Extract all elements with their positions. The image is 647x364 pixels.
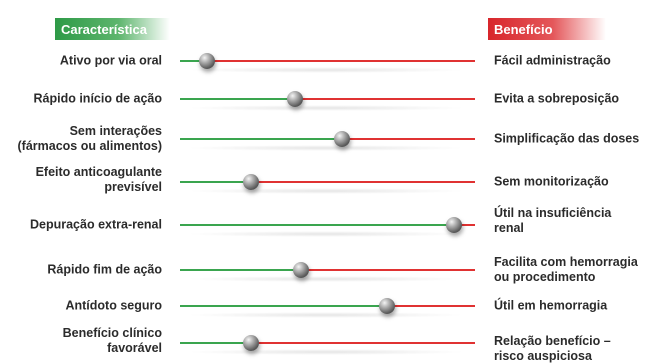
track-shadow [186, 105, 466, 111]
benefit-label: Fácil administração [494, 53, 611, 68]
benefit-label: Facilita com hemorragia ou procedimento [494, 255, 638, 284]
track-shadow [186, 188, 466, 194]
benefit-label: Simplificação das doses [494, 131, 640, 146]
slider-knob [242, 335, 259, 351]
characteristic-label: Depuração extra-renal [29, 217, 162, 232]
slider-track [180, 224, 475, 226]
slider-track [180, 181, 475, 183]
characteristic-label: Rápido fim de ação [47, 262, 162, 277]
characteristic-label: Antídoto seguro [65, 298, 162, 313]
benefit-header-label: Benefício [494, 21, 553, 37]
benefit-label: Sem monitorização [494, 174, 609, 189]
characteristic-header-label: Característica [61, 21, 147, 37]
slider-knob [446, 217, 463, 233]
slider-track [180, 138, 475, 140]
characteristic-label: Rápido início de ação [33, 91, 163, 106]
slider-knob [334, 131, 351, 147]
slider-knob [198, 53, 215, 69]
benefit-label: Útil na insuficiência renal [494, 206, 612, 235]
slider-track [180, 98, 475, 100]
benefit-label: Relação benefício – risco auspiciosa [494, 334, 611, 363]
slider-knob [378, 298, 395, 314]
characteristic-label: Benefício clínico favorável [62, 326, 162, 355]
track-shadow [186, 145, 466, 151]
characteristic-label: Ativo por via oral [59, 53, 162, 68]
benefit-label: Útil em hemorragia [494, 298, 608, 313]
track-shadow [186, 276, 466, 282]
characteristic-label: Efeito anticoagulante previsível [35, 165, 162, 194]
characteristic-label: Sem interações (fármacos ou alimentos) [17, 124, 162, 153]
slider-knob [287, 91, 304, 107]
slider-track [180, 342, 475, 344]
slider-track [180, 60, 475, 62]
track-shadow [186, 67, 466, 73]
slider-knob [242, 174, 259, 190]
slider-track [180, 269, 475, 271]
track-shadow [186, 312, 466, 318]
track-shadow [186, 231, 466, 237]
slider-track [180, 305, 475, 307]
characteristic-header: Característica [55, 18, 170, 40]
track-shadow [186, 349, 466, 355]
benefit-label: Evita a sobreposição [494, 91, 620, 106]
slider-knob [292, 262, 309, 278]
benefit-header: Benefício [488, 18, 606, 40]
